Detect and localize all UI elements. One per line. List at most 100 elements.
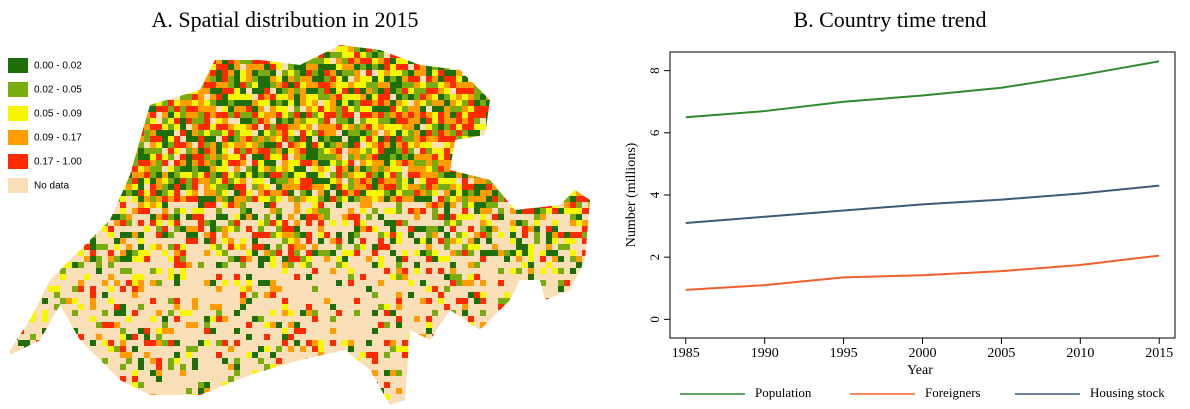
map-cell <box>486 106 492 112</box>
map-cell <box>450 184 456 190</box>
map-cell <box>222 382 228 388</box>
map-cell <box>264 250 270 256</box>
map-cell <box>450 250 456 256</box>
map-cell <box>186 46 192 52</box>
map-cell <box>558 370 564 376</box>
map-cell <box>390 184 396 190</box>
map-cell <box>258 100 264 106</box>
map-cell <box>582 88 588 94</box>
map-cell <box>522 136 528 142</box>
map-cell <box>546 46 552 52</box>
legend-swatch <box>8 106 28 121</box>
map-cell <box>354 364 360 370</box>
map-cell <box>246 76 252 82</box>
map-cell <box>594 196 600 202</box>
map-cell <box>576 388 582 394</box>
map-cell <box>276 142 282 148</box>
map-cell <box>30 280 36 286</box>
map-cell <box>162 178 168 184</box>
map-cell <box>438 45 444 46</box>
map-cell <box>156 45 162 46</box>
map-cell <box>492 148 498 154</box>
map-cell <box>168 70 174 76</box>
map-cell <box>570 166 576 172</box>
map-cell <box>252 82 258 88</box>
map-cell <box>156 310 162 316</box>
map-cell <box>156 82 162 88</box>
map-cell <box>492 58 498 64</box>
map-cell <box>408 88 414 94</box>
map-cell <box>162 58 168 64</box>
map-cell <box>288 190 294 196</box>
map-cell <box>420 154 426 160</box>
map-cell <box>336 394 342 400</box>
map-cell <box>516 358 522 364</box>
map-cell <box>78 394 84 400</box>
map-cell <box>108 148 114 154</box>
map-cell <box>552 256 558 262</box>
map-cell <box>318 166 324 172</box>
map-cell <box>174 46 180 52</box>
map-cell <box>18 172 24 178</box>
map-cell <box>384 232 390 238</box>
map-cell <box>420 160 426 166</box>
map-cell <box>498 172 504 178</box>
map-cell <box>330 358 336 364</box>
map-cell <box>354 52 360 58</box>
map-cell <box>288 364 294 370</box>
map-cell <box>342 82 348 88</box>
map-cell <box>546 250 552 256</box>
map-cell <box>186 166 192 172</box>
map-cell <box>420 64 426 70</box>
map-cell <box>264 112 270 118</box>
map-cell <box>324 88 330 94</box>
map-cell <box>372 82 378 88</box>
map-cell <box>96 214 102 220</box>
map-cell <box>306 130 312 136</box>
map-cell <box>210 226 216 232</box>
map-cell <box>0 94 6 100</box>
map-cell <box>546 94 552 100</box>
map-cell <box>402 46 408 52</box>
map-cell <box>504 130 510 136</box>
map-cell <box>444 184 450 190</box>
map-cell <box>258 262 264 268</box>
map-cell <box>228 130 234 136</box>
map-cell <box>192 112 198 118</box>
map-cell <box>24 76 30 82</box>
map-cell <box>204 172 210 178</box>
map-cell <box>552 250 558 256</box>
map-cell <box>420 238 426 244</box>
map-cell <box>372 148 378 154</box>
map-cell <box>558 154 564 160</box>
map-cell <box>474 52 480 58</box>
map-cell <box>522 118 528 124</box>
map-cell <box>528 70 534 76</box>
map-cell <box>234 220 240 226</box>
map-cell <box>0 136 6 142</box>
map-cell <box>174 124 180 130</box>
map-cell <box>132 52 138 58</box>
map-cell <box>468 166 474 172</box>
map-cell <box>558 184 564 190</box>
map-cell <box>396 100 402 106</box>
map-cell <box>318 202 324 208</box>
map-cell <box>306 208 312 214</box>
map-cell <box>444 112 450 118</box>
map-cell <box>210 196 216 202</box>
map-cell <box>270 190 276 196</box>
map-cell <box>186 322 192 328</box>
map-cell <box>432 250 438 256</box>
map-cell <box>384 268 390 274</box>
map-cell <box>402 268 408 274</box>
map-cell <box>90 196 96 202</box>
map-cell <box>444 238 450 244</box>
map-cell <box>534 160 540 166</box>
map-cell <box>60 45 66 46</box>
map-cell <box>96 244 102 250</box>
map-cell <box>402 340 408 346</box>
map-cell <box>324 208 330 214</box>
map-cell <box>360 76 366 82</box>
map-cell <box>534 388 540 394</box>
map-cell <box>180 100 186 106</box>
